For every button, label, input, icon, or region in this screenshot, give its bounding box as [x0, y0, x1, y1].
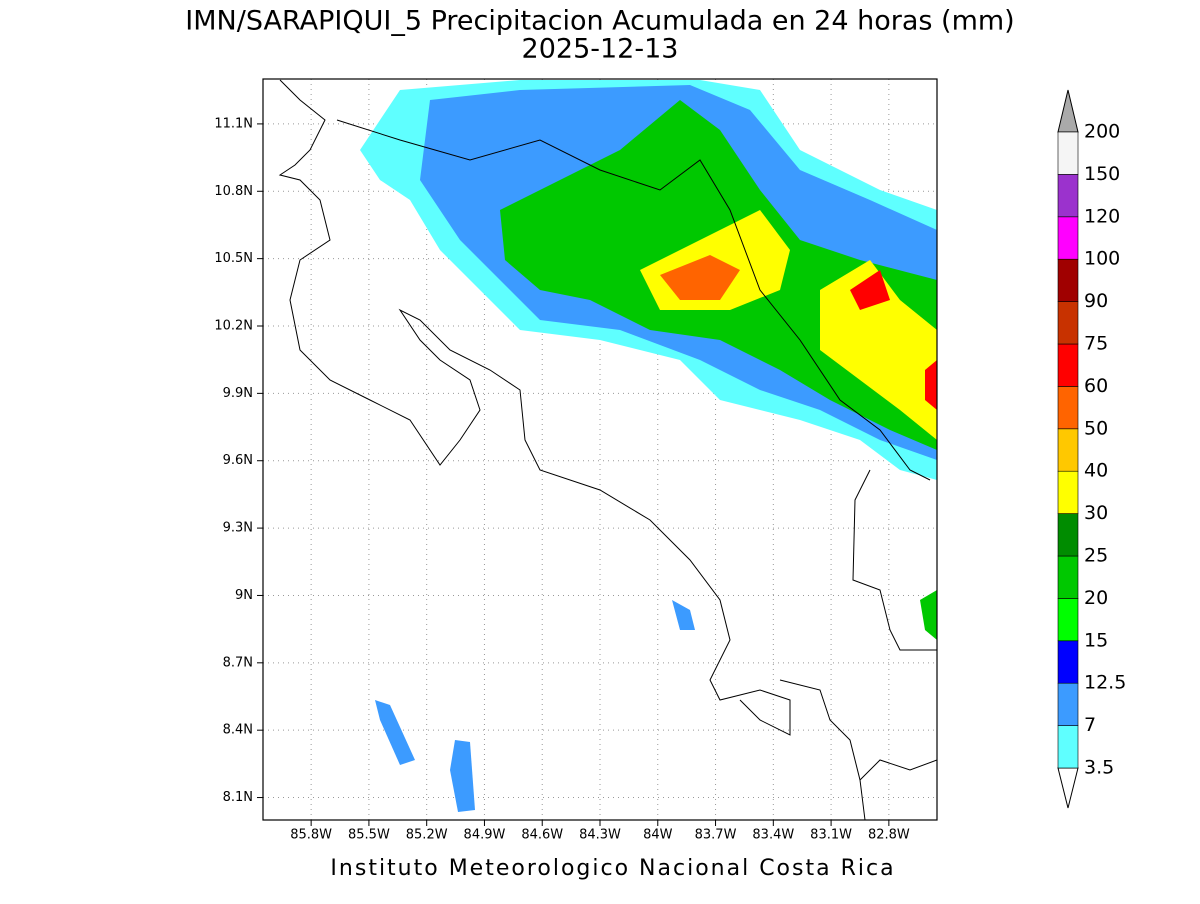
- colorbar-label: 30: [1084, 502, 1108, 524]
- subtitle: 2025-12-13: [522, 34, 679, 65]
- footer: Instituto Meteorologico Nacional Costa R…: [330, 856, 895, 881]
- x-tick-label: 83.7W: [695, 828, 737, 843]
- precip-area: [672, 600, 695, 630]
- colorbar-label: 40: [1084, 460, 1108, 482]
- colorbar-box: [1057, 174, 1079, 218]
- y-tick-label: 9.3N: [223, 521, 253, 536]
- colorbar-box: [1057, 343, 1079, 387]
- colorbar-label: 12.5: [1084, 672, 1126, 694]
- colorbar-label: 25: [1084, 545, 1108, 567]
- y-tick-label: 8.7N: [223, 655, 253, 670]
- colorbar-over: [1057, 89, 1079, 133]
- border-path: [336, 119, 931, 481]
- colorbar-label: 100: [1084, 248, 1120, 270]
- y-tick-label: 11.1N: [214, 116, 253, 131]
- colorbar-box: [1057, 216, 1079, 260]
- precip-area: [375, 700, 415, 765]
- precip-area: [450, 740, 475, 812]
- colorbar-label: 200: [1084, 121, 1120, 143]
- coastline: [278, 79, 937, 820]
- y-tick-label: 10.5N: [214, 251, 253, 266]
- coastline-path: [278, 79, 791, 736]
- x-tick-label: 83.1W: [810, 828, 852, 843]
- coastline-path: [859, 759, 937, 781]
- x-tick-label: 85.2W: [406, 828, 448, 843]
- y-tick-label: 9.9N: [223, 386, 253, 401]
- colorbar-box: [1057, 640, 1079, 684]
- y-tick-label: 9N: [235, 588, 253, 603]
- colorbar-box: [1057, 555, 1079, 599]
- y-tick-label: 9.6N: [223, 453, 253, 468]
- x-tick-label: 84.3W: [579, 828, 621, 843]
- colorbar-box: [1057, 428, 1079, 472]
- colorbar-box: [1057, 131, 1079, 175]
- precip-area: [925, 360, 937, 410]
- x-tick-label: 84.6W: [521, 828, 563, 843]
- x-tick-label: 85.8W: [290, 828, 332, 843]
- colorbar-label: 50: [1084, 417, 1108, 439]
- x-tick-label: 82.8W: [868, 828, 910, 843]
- colorbar-label: 150: [1084, 163, 1120, 185]
- colorbar-label: 15: [1084, 629, 1108, 651]
- colorbar-box: [1057, 682, 1079, 726]
- colorbar: 3.5 7 12.5 15 20 25 30 40 50 60 75 90 100 120 150 200: [1057, 89, 1126, 809]
- precip-area: [920, 590, 937, 640]
- precip-area: [820, 260, 937, 440]
- y-tick-label: 8.1N: [223, 790, 253, 805]
- precip-area: [660, 255, 740, 300]
- colorbar-box: [1057, 470, 1079, 514]
- title: IMN/SARAPIQUI_5 Precipitacion Acumulada …: [185, 6, 1014, 37]
- colorbar-label: 7: [1084, 714, 1096, 736]
- x-tick-label: 84W: [643, 828, 673, 843]
- colorbar-label: 120: [1084, 205, 1120, 227]
- y-tick-label: 8.4N: [223, 723, 253, 738]
- colorbar-box: [1057, 725, 1079, 769]
- colorbar-under: [1057, 767, 1079, 809]
- colorbar-label: 90: [1084, 290, 1108, 312]
- colorbar-label: 3.5: [1084, 757, 1114, 779]
- colorbar-label: 20: [1084, 587, 1108, 609]
- coastline-path: [852, 469, 937, 651]
- colorbar-box: [1057, 258, 1079, 302]
- y-tick-label: 10.8N: [214, 184, 253, 199]
- colorbar-box: [1057, 386, 1079, 430]
- x-tick-label: 84.9W: [464, 828, 506, 843]
- precipitation: [360, 80, 937, 812]
- precip-area: [850, 270, 890, 310]
- x-tick-label: 85.5W: [348, 828, 390, 843]
- colorbar-label: 60: [1084, 375, 1108, 397]
- coastline-path: [779, 679, 866, 820]
- colorbar-box: [1057, 301, 1079, 345]
- y-tick-label: 10.2N: [214, 319, 253, 334]
- x-tick-label: 83.4W: [752, 828, 794, 843]
- colorbar-box: [1057, 598, 1079, 642]
- colorbar-box: [1057, 513, 1079, 557]
- colorbar-label: 75: [1084, 333, 1108, 355]
